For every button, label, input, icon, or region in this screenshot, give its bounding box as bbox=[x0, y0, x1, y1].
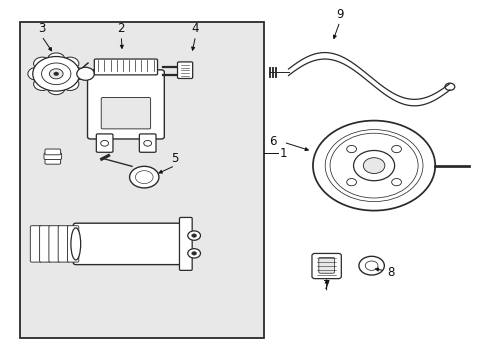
Circle shape bbox=[28, 67, 45, 80]
Circle shape bbox=[47, 53, 65, 66]
Bar bbox=[20, 22, 264, 338]
Ellipse shape bbox=[71, 228, 81, 260]
Circle shape bbox=[54, 72, 59, 76]
FancyBboxPatch shape bbox=[101, 98, 150, 129]
Text: 8: 8 bbox=[386, 266, 394, 279]
Text: 4: 4 bbox=[191, 22, 199, 35]
FancyBboxPatch shape bbox=[87, 70, 164, 139]
FancyBboxPatch shape bbox=[73, 223, 185, 265]
Circle shape bbox=[49, 69, 63, 79]
FancyBboxPatch shape bbox=[45, 149, 61, 155]
FancyBboxPatch shape bbox=[318, 257, 334, 273]
Circle shape bbox=[363, 158, 384, 174]
Circle shape bbox=[34, 57, 51, 70]
Circle shape bbox=[346, 145, 356, 153]
Circle shape bbox=[312, 121, 434, 211]
FancyBboxPatch shape bbox=[311, 253, 341, 279]
FancyBboxPatch shape bbox=[44, 153, 61, 159]
FancyBboxPatch shape bbox=[58, 226, 69, 262]
Circle shape bbox=[358, 256, 384, 275]
Text: 1: 1 bbox=[279, 147, 286, 159]
FancyBboxPatch shape bbox=[49, 226, 60, 262]
Circle shape bbox=[391, 179, 401, 186]
FancyBboxPatch shape bbox=[30, 226, 41, 262]
Text: 9: 9 bbox=[335, 8, 343, 21]
Circle shape bbox=[33, 57, 80, 91]
Circle shape bbox=[77, 67, 94, 80]
Circle shape bbox=[129, 166, 159, 188]
Circle shape bbox=[61, 57, 79, 70]
FancyBboxPatch shape bbox=[177, 62, 192, 78]
Circle shape bbox=[67, 67, 84, 80]
FancyBboxPatch shape bbox=[96, 134, 113, 152]
Circle shape bbox=[187, 249, 200, 258]
Text: 7: 7 bbox=[322, 279, 330, 292]
Circle shape bbox=[391, 145, 401, 153]
FancyBboxPatch shape bbox=[179, 217, 192, 270]
Text: 6: 6 bbox=[269, 135, 276, 148]
Circle shape bbox=[353, 150, 394, 181]
FancyBboxPatch shape bbox=[45, 158, 61, 164]
Circle shape bbox=[187, 231, 200, 240]
FancyBboxPatch shape bbox=[40, 226, 51, 262]
Circle shape bbox=[191, 252, 196, 255]
Circle shape bbox=[191, 234, 196, 237]
Circle shape bbox=[346, 179, 356, 186]
FancyBboxPatch shape bbox=[94, 59, 157, 75]
Text: 5: 5 bbox=[171, 152, 179, 165]
Text: 2: 2 bbox=[117, 22, 125, 35]
Circle shape bbox=[61, 77, 79, 90]
FancyBboxPatch shape bbox=[139, 134, 156, 152]
FancyBboxPatch shape bbox=[67, 226, 79, 262]
Circle shape bbox=[47, 82, 65, 95]
Circle shape bbox=[34, 77, 51, 90]
Text: 3: 3 bbox=[38, 22, 45, 35]
